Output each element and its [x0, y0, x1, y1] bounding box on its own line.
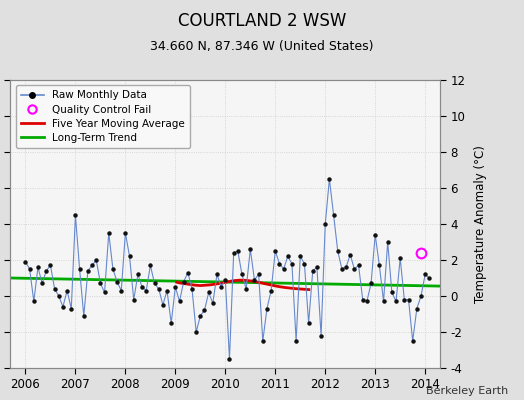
Y-axis label: Temperature Anomaly (°C): Temperature Anomaly (°C) [474, 145, 487, 303]
Text: COURTLAND 2 WSW: COURTLAND 2 WSW [178, 12, 346, 30]
Text: 34.660 N, 87.346 W (United States): 34.660 N, 87.346 W (United States) [150, 40, 374, 53]
Legend: Raw Monthly Data, Quality Control Fail, Five Year Moving Average, Long-Term Tren: Raw Monthly Data, Quality Control Fail, … [16, 85, 190, 148]
Text: Berkeley Earth: Berkeley Earth [426, 386, 508, 396]
